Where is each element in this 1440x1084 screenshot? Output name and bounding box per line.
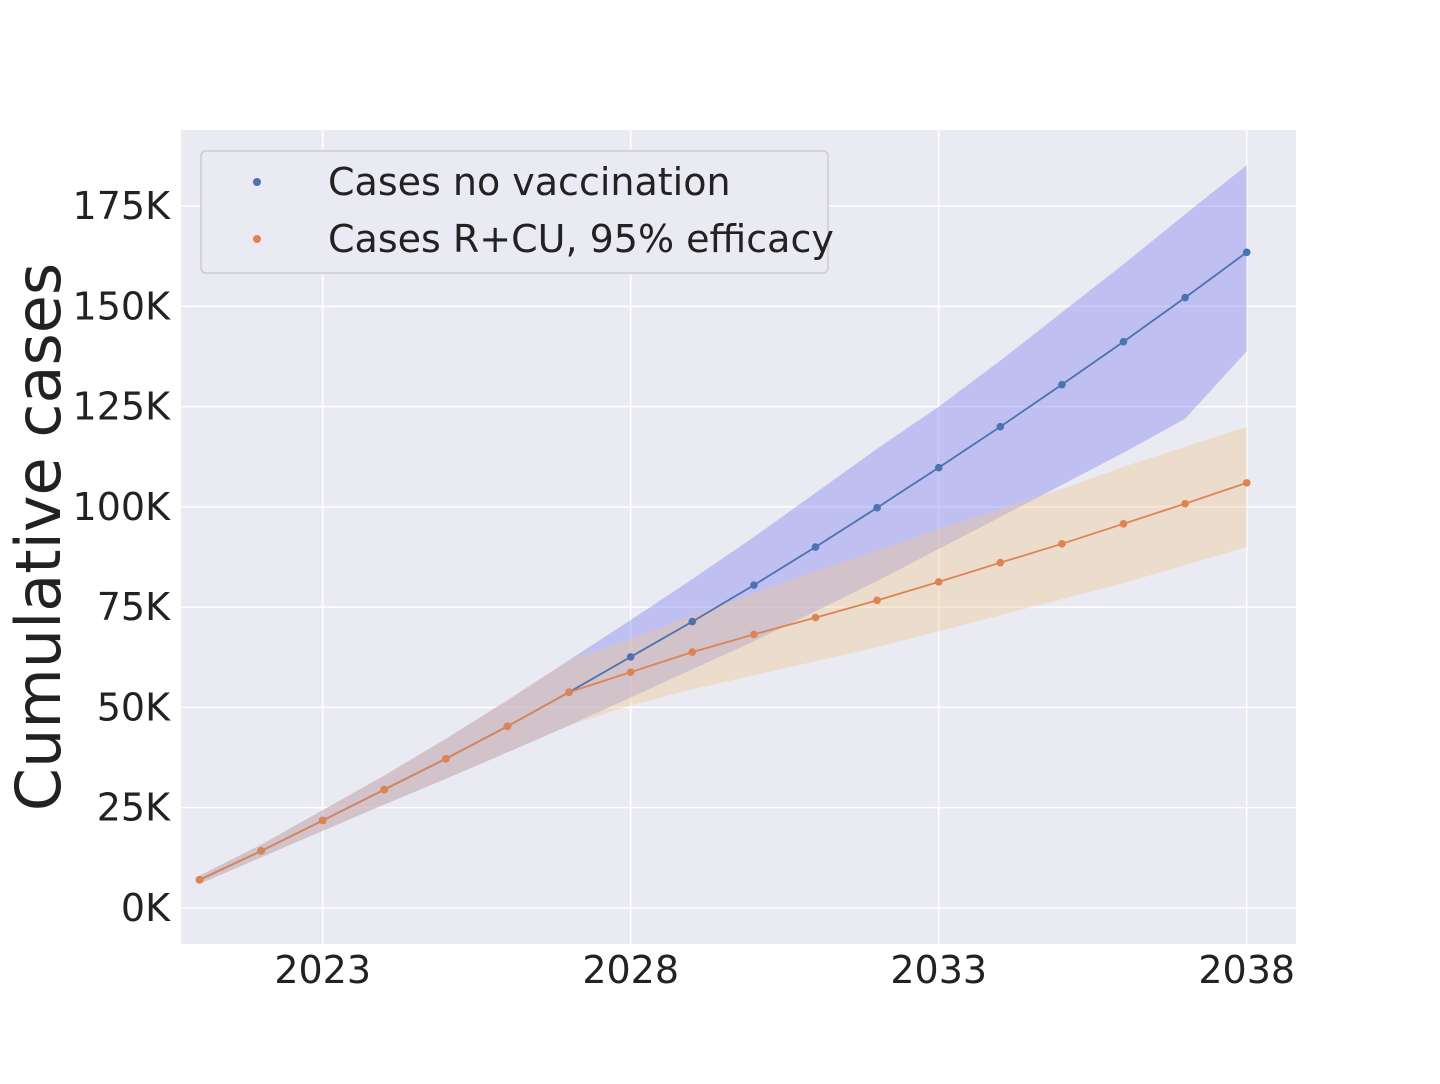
y-tick-label: 25K bbox=[97, 786, 171, 830]
data-point-series-2 bbox=[503, 722, 512, 731]
legend: Cases no vaccination Cases R+CU, 95% effi… bbox=[200, 150, 834, 274]
legend-label-series-1: Cases no vaccination bbox=[328, 160, 731, 204]
confidence-band-series-2 bbox=[199, 426, 1247, 884]
data-point-series-1 bbox=[996, 422, 1005, 431]
data-point-series-2 bbox=[565, 688, 573, 696]
y-tick-label: 75K bbox=[97, 585, 171, 629]
x-tick-label: 2023 bbox=[274, 948, 371, 992]
y-tick-label: 175K bbox=[73, 184, 172, 228]
y-tick-label: 0K bbox=[121, 886, 171, 930]
data-point-series-2 bbox=[750, 630, 758, 639]
legend-marker-series-2 bbox=[253, 235, 261, 243]
data-point-series-2 bbox=[1119, 519, 1128, 528]
x-tick-label: 2038 bbox=[1198, 948, 1295, 992]
legend-label-series-2: Cases R+CU, 95% efficacy bbox=[328, 217, 834, 261]
data-point-series-1 bbox=[750, 581, 758, 589]
y-tick-label: 50K bbox=[97, 685, 171, 729]
series-line-2 bbox=[199, 482, 1247, 881]
data-point-series-1 bbox=[1119, 337, 1128, 346]
data-point-series-2 bbox=[811, 613, 820, 622]
data-point-series-2 bbox=[1242, 479, 1251, 487]
data-point-series-2 bbox=[257, 847, 265, 855]
x-tick-label: 2033 bbox=[890, 948, 987, 992]
x-axis-ticks: 2023 2028 2033 2038 bbox=[274, 948, 1295, 992]
data-point-series-1 bbox=[1181, 293, 1189, 302]
series-points bbox=[195, 248, 1251, 884]
data-point-series-2 bbox=[442, 754, 450, 763]
y-axis-ticks: 0K 25K 50K 75K 100K 125K 150K 175K bbox=[73, 184, 172, 930]
data-point-series-1 bbox=[1242, 248, 1251, 257]
data-point-series-1 bbox=[811, 543, 820, 551]
y-tick-label: 125K bbox=[73, 385, 172, 429]
data-point-series-2 bbox=[873, 596, 881, 605]
data-point-series-1 bbox=[626, 653, 635, 661]
data-point-series-2 bbox=[380, 785, 389, 794]
data-point-series-2 bbox=[1181, 499, 1189, 508]
data-point-series-2 bbox=[1058, 540, 1066, 548]
series-lines bbox=[199, 251, 1248, 881]
legend-marker-series-1 bbox=[253, 178, 261, 186]
grid-lines bbox=[181, 130, 1296, 944]
confidence-bands bbox=[199, 165, 1247, 884]
data-point-series-2 bbox=[934, 578, 943, 586]
legend-box bbox=[200, 150, 829, 274]
data-point-series-2 bbox=[195, 876, 204, 884]
y-axis-label: Cumulative cases bbox=[2, 263, 75, 811]
data-point-series-1 bbox=[873, 503, 881, 512]
data-point-series-2 bbox=[688, 648, 697, 656]
data-point-series-1 bbox=[1058, 380, 1066, 389]
data-point-series-1 bbox=[688, 617, 697, 626]
data-point-series-2 bbox=[996, 558, 1005, 567]
y-tick-label: 150K bbox=[73, 284, 172, 328]
data-point-series-1 bbox=[934, 463, 943, 472]
y-tick-label: 100K bbox=[73, 485, 172, 529]
x-tick-label: 2028 bbox=[582, 948, 679, 992]
data-point-series-2 bbox=[626, 668, 635, 676]
data-point-series-2 bbox=[318, 816, 327, 825]
